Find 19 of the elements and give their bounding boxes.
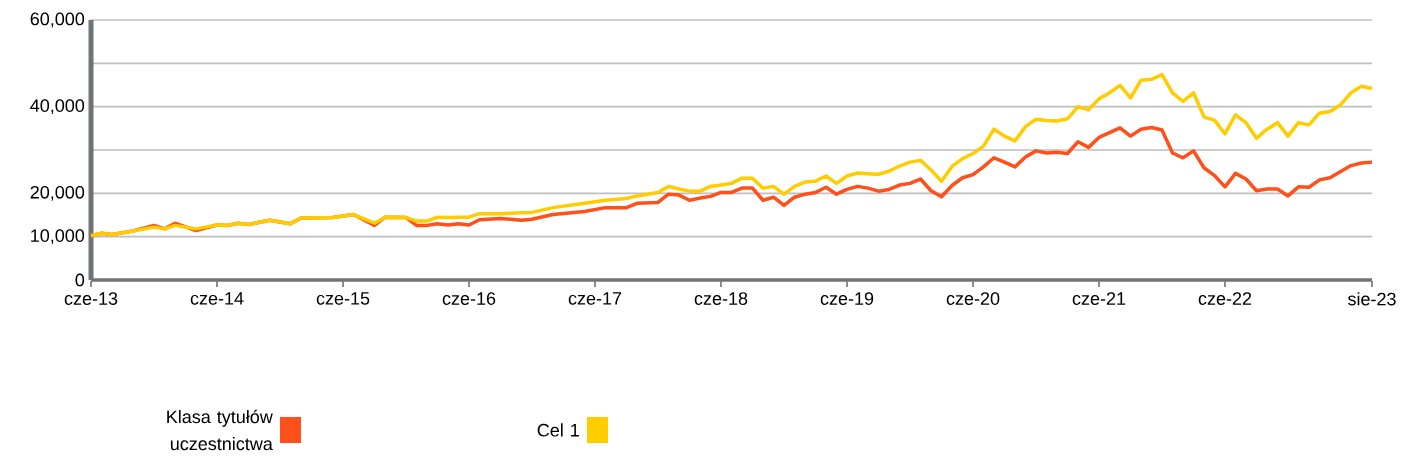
legend-label: Cel 1 [537, 423, 579, 437]
y-tick-label: 10,000 [31, 229, 85, 245]
x-tick-label: cze-20 [946, 292, 1000, 305]
x-tick-label: sie-23 [1347, 292, 1396, 306]
y-tick-label: 40,000 [30, 99, 85, 115]
x-tick-label: cze-22 [1198, 292, 1252, 305]
line-series [89, 72, 1374, 238]
legend-label: Klasa tytułów uczestnictwa [167, 409, 273, 451]
x-tick-label: cze-14 [190, 292, 244, 305]
y-tick-label: 60,000 [30, 12, 85, 28]
y-tick-label: 0 [75, 273, 85, 287]
x-tick-label: cze-15 [316, 292, 370, 305]
y-tick-label: 20,000 [30, 185, 85, 201]
x-tick-label: cze-19 [820, 292, 874, 305]
x-tick-label: cze-13 [64, 292, 118, 305]
x-tick-label: cze-17 [568, 292, 622, 305]
x-tick-label: cze-21 [1072, 292, 1126, 305]
x-tick-label: cze-18 [694, 292, 748, 305]
x-tick-label: cze-16 [442, 292, 496, 305]
